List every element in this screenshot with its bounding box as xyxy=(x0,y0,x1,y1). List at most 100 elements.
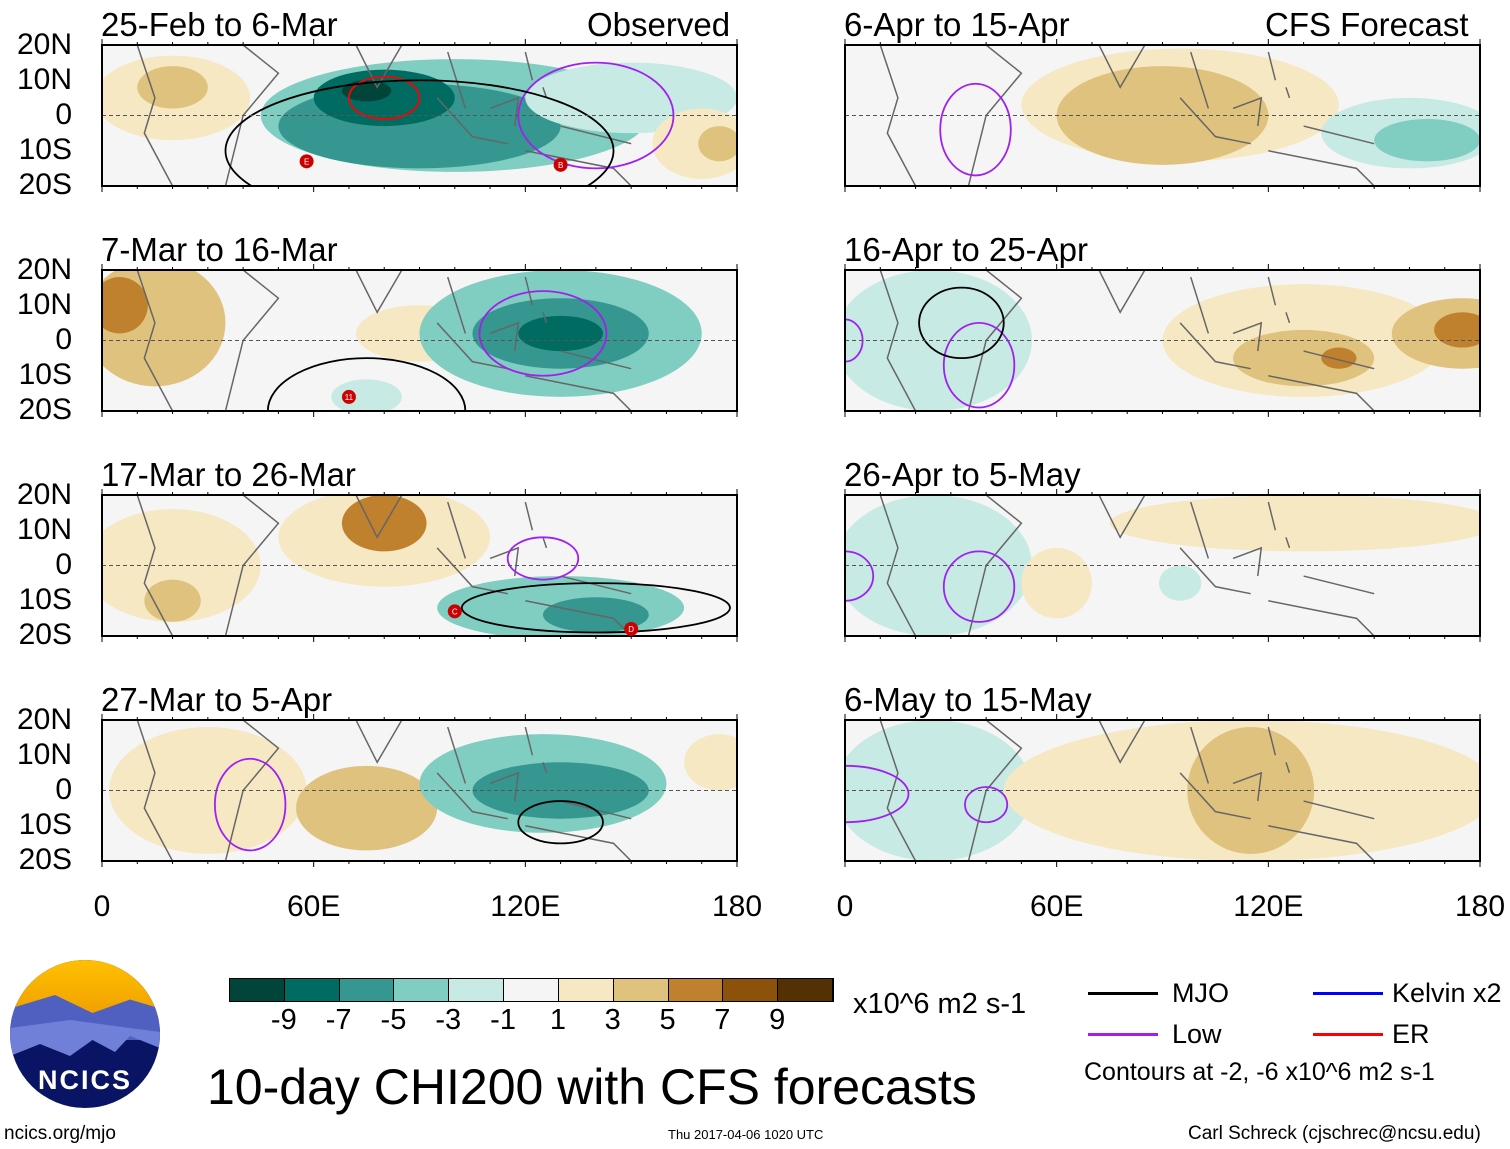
contour-line xyxy=(506,536,580,581)
anomaly-region xyxy=(1109,495,1480,552)
coastline xyxy=(136,45,632,186)
figure-title: 10-day CHI200 with CFS forecasts xyxy=(207,1059,977,1115)
colorbar-units: x10^6 m2 s-1 xyxy=(853,988,1027,1020)
colorbar-label: -1 xyxy=(490,1004,516,1036)
anomaly-region xyxy=(1233,329,1375,387)
colorbar-swatch xyxy=(284,979,340,1001)
lon-label: 60E xyxy=(286,890,341,923)
anomaly-region xyxy=(1374,119,1480,162)
lat-label: 10S xyxy=(18,583,72,616)
lat-label: 10S xyxy=(18,133,72,166)
map-panel xyxy=(102,495,737,636)
url-link[interactable]: ncics.org/mjo xyxy=(4,1123,116,1144)
colorbar-label: -5 xyxy=(380,1004,407,1036)
contour-line xyxy=(845,550,875,602)
lat-label: 10S xyxy=(18,358,72,391)
contour-line xyxy=(213,757,287,852)
contour-line xyxy=(942,550,1016,623)
author: Carl Schreck (cjschrec@ncsu.edu) xyxy=(1188,1123,1481,1144)
colorbar-swatch xyxy=(668,979,724,1001)
colorbar-swatch xyxy=(339,979,395,1001)
anomaly-region xyxy=(1021,547,1092,619)
anomaly-region xyxy=(684,734,737,791)
anomaly-region xyxy=(1158,565,1202,601)
anomaly-region xyxy=(137,66,208,109)
storm-label: C xyxy=(452,607,458,616)
lat-label: 20S xyxy=(18,393,72,426)
colorbar-label: 9 xyxy=(769,1004,786,1036)
colorbar-swatch xyxy=(778,979,833,1001)
contour-line xyxy=(845,764,910,824)
colorbar-label: -7 xyxy=(325,1004,352,1036)
anomaly-region xyxy=(331,379,402,411)
lat-label: 20N xyxy=(16,28,72,61)
kelvin-line xyxy=(1313,992,1383,995)
low-line xyxy=(1088,1033,1158,1036)
coastline xyxy=(879,720,1375,861)
anomaly-region xyxy=(296,765,438,851)
coastline xyxy=(879,45,1375,186)
lat-label: 20S xyxy=(18,618,72,651)
storm-marker xyxy=(341,389,356,404)
map-panel xyxy=(102,45,737,186)
map-panel xyxy=(845,45,1480,186)
contour-line xyxy=(942,321,1016,409)
storm-label: D xyxy=(628,625,634,634)
forecast-header: CFS Forecast xyxy=(1265,6,1469,43)
contour-line xyxy=(478,290,608,377)
lat-label: 10N xyxy=(16,63,72,96)
colorbar-label: 5 xyxy=(659,1004,676,1036)
panel-title: 6-May to 15-May xyxy=(844,681,1092,718)
contour-line xyxy=(964,786,1009,824)
contour-line xyxy=(939,82,1012,177)
contour-line xyxy=(224,79,615,186)
map-panel xyxy=(845,495,1480,636)
coastline xyxy=(879,495,1375,636)
panel-title: 6-Apr to 15-Apr xyxy=(844,6,1070,43)
lat-label: 0 xyxy=(55,773,72,806)
storm-marker xyxy=(624,621,639,636)
storm-label: E xyxy=(304,157,309,166)
contour-line xyxy=(517,800,604,845)
contour-line xyxy=(918,286,1005,360)
map-panel xyxy=(845,270,1480,411)
timestamp: Thu 2017-04-06 1020 UTC xyxy=(668,1127,824,1142)
colorbar-swatch xyxy=(558,979,614,1001)
colorbar-swatch xyxy=(613,979,669,1001)
anomaly-region xyxy=(102,277,148,334)
lon-label: 180 xyxy=(1454,890,1506,923)
storm-marker xyxy=(299,154,314,169)
lat-label: 20N xyxy=(16,703,72,736)
lat-label: 20N xyxy=(16,253,72,286)
colorbar-label: 7 xyxy=(714,1004,731,1036)
legend-kelvin: Kelvin x2 xyxy=(1392,978,1502,1008)
panel-title: 17-Mar to 26-Mar xyxy=(101,456,356,493)
storm-label: B xyxy=(558,161,563,170)
legend-low: Low xyxy=(1172,1019,1222,1049)
legend-mjo: MJO xyxy=(1172,978,1229,1008)
observed-header: Observed xyxy=(587,6,731,43)
lat-label: 0 xyxy=(55,98,72,131)
anomaly-region xyxy=(1187,727,1315,854)
panel-title: 25-Feb to 6-Mar xyxy=(101,6,338,43)
lat-label: 0 xyxy=(55,548,72,581)
map-panel xyxy=(845,720,1480,861)
coastline xyxy=(136,270,632,411)
ncics-logo: NCICS xyxy=(10,960,160,1108)
contour-line xyxy=(348,75,421,120)
lat-label: 10N xyxy=(16,513,72,546)
colorbar-swatch xyxy=(723,979,779,1001)
colorbar-swatch xyxy=(449,979,505,1001)
lat-label: 10N xyxy=(16,738,72,771)
panel-title: 27-Mar to 5-Apr xyxy=(101,681,333,718)
lon-label: 120E xyxy=(1233,890,1304,923)
lon-label: 60E xyxy=(1029,890,1084,923)
lat-label: 20S xyxy=(18,843,72,876)
anomaly-region xyxy=(1321,347,1357,369)
anomaly-region xyxy=(341,495,427,552)
colorbar-label: 1 xyxy=(549,1004,566,1036)
colorbar-swatch xyxy=(394,979,450,1001)
lon-label: 120E xyxy=(490,890,561,923)
contour-note: Contours at -2, -6 x10^6 m2 s-1 xyxy=(1084,1058,1435,1086)
mjo-line xyxy=(1088,992,1158,995)
